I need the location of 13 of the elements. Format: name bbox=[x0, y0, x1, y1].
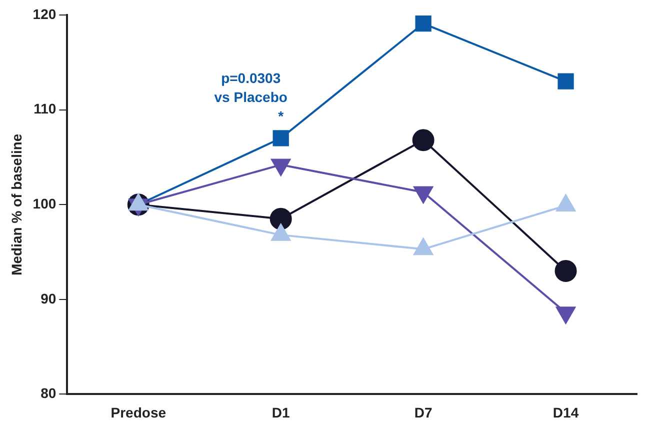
annotation: p=0.0303 bbox=[221, 70, 281, 86]
y-axis-title: Median % of baseline bbox=[8, 134, 24, 276]
annotation: vs Placebo bbox=[214, 89, 288, 106]
x-tick-label: D7 bbox=[414, 404, 432, 420]
x-tick-label: D1 bbox=[272, 404, 290, 420]
y-tick-label: 120 bbox=[32, 6, 56, 22]
y-tick-label: 100 bbox=[32, 195, 56, 212]
y-tick-label: 80 bbox=[40, 385, 56, 402]
x-tick-label: D14 bbox=[552, 404, 579, 420]
y-tick-label: 90 bbox=[40, 290, 56, 306]
x-tick-label: Predose bbox=[110, 404, 166, 420]
y-tick-label: 110 bbox=[34, 100, 56, 117]
annotation: * bbox=[278, 108, 284, 124]
